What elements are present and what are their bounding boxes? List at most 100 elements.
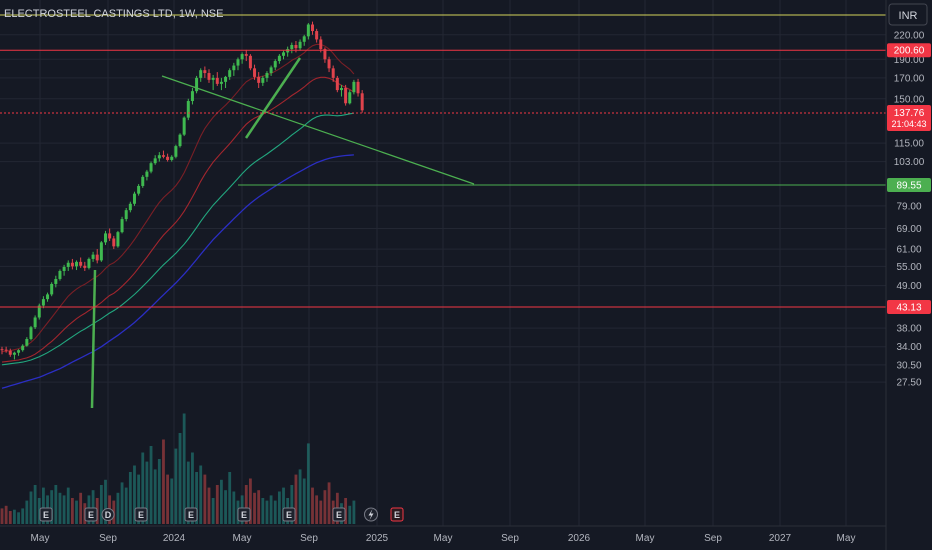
volume-bar	[195, 472, 198, 524]
candle-body	[99, 242, 103, 261]
candle-body	[265, 73, 269, 78]
volume-bar	[182, 413, 186, 524]
candle-body	[29, 327, 33, 340]
trend-line-vertical[interactable]	[90, 269, 97, 409]
candle-body	[145, 171, 149, 177]
candle-body	[33, 317, 37, 328]
volume-bar	[145, 461, 149, 524]
volume-bar	[166, 474, 169, 524]
candle-body	[248, 55, 252, 69]
volume-bar	[257, 490, 261, 524]
earnings-marker[interactable]	[390, 507, 404, 522]
volume-bar	[141, 452, 145, 524]
earnings-marker[interactable]	[332, 507, 346, 522]
volume-bar	[128, 472, 132, 524]
volume-bar	[54, 485, 58, 524]
candle-body	[124, 210, 128, 220]
time-tick-label: 2026	[568, 533, 591, 544]
time-tick-label: Sep	[501, 533, 519, 544]
price-tick-label: 55.00	[896, 262, 921, 273]
earnings-marker[interactable]	[84, 507, 98, 522]
volume-bar	[191, 452, 194, 524]
volume-bar	[203, 474, 207, 524]
currency-button[interactable]	[888, 3, 928, 26]
earnings-marker[interactable]	[134, 507, 148, 522]
volume-bar	[261, 498, 265, 524]
candle-body	[108, 233, 112, 239]
volume-bar	[116, 492, 120, 524]
candle-body	[66, 262, 70, 267]
candle-body	[186, 101, 190, 118]
price-tick-label: 69.00	[896, 224, 921, 235]
candle-body	[141, 176, 145, 186]
volume-bar	[265, 500, 269, 524]
candle-body	[170, 156, 174, 160]
candle-body	[331, 68, 335, 78]
earnings-marker[interactable]	[237, 507, 251, 522]
volume-bar	[207, 487, 211, 524]
earnings-marker-label: E	[336, 510, 342, 520]
candle-body	[360, 93, 364, 111]
earnings-marker[interactable]	[184, 507, 198, 522]
candle-body	[58, 270, 62, 279]
trend-line-rally[interactable]	[244, 57, 302, 139]
price-tick-label: 190.00	[894, 55, 925, 66]
price-tick-label: 115.00	[894, 139, 924, 150]
earnings-marker-label: E	[286, 510, 292, 520]
price-tick-label: 38.00	[896, 324, 921, 335]
earnings-marker-label: E	[241, 510, 247, 520]
candle-body	[182, 117, 186, 135]
candle-body	[228, 70, 232, 77]
candle-body	[54, 278, 58, 284]
candle-body	[104, 233, 107, 243]
candle-body	[257, 76, 261, 83]
volume-bar	[178, 433, 182, 524]
horizontal-levels[interactable]	[0, 14, 886, 308]
volume-bar	[215, 485, 219, 524]
earnings-marker-label: E	[43, 510, 49, 520]
candle-body	[83, 265, 87, 268]
volume-bar	[174, 448, 178, 524]
volume-bar	[50, 490, 54, 524]
candle-body	[244, 54, 248, 56]
price-tick-label: 150.00	[894, 94, 925, 105]
candle-body	[273, 61, 277, 68]
candle-body	[112, 238, 116, 247]
candle-body	[161, 155, 165, 157]
candle-body	[277, 55, 281, 62]
candle-body	[327, 59, 331, 69]
earnings-marker-label: E	[88, 510, 94, 520]
trend-line-descending[interactable]	[161, 75, 475, 185]
price-axis[interactable]	[886, 0, 932, 550]
ma-line-fast	[1, 43, 355, 353]
volume-bar	[344, 498, 348, 524]
price-tick-label: 170.00	[894, 73, 925, 84]
time-tick-label: 2025	[366, 533, 389, 544]
candle-body	[286, 49, 290, 53]
volume-bar	[70, 498, 74, 524]
volume-bar	[42, 487, 45, 524]
candle-body	[282, 52, 286, 56]
event-markers[interactable]: E E E E E E E ED	[39, 507, 404, 522]
candle-body	[240, 54, 244, 60]
volume-bar	[311, 487, 314, 524]
ma-line-mid	[1, 76, 355, 363]
bar-countdown-label: 21:04:43	[891, 119, 926, 129]
price-tick-label: 30.50	[896, 360, 921, 371]
candle-body	[157, 155, 161, 159]
volume-bar	[199, 465, 203, 524]
volume-bar	[0, 508, 4, 524]
dividend-marker[interactable]	[101, 508, 115, 521]
trend-lines[interactable]	[90, 57, 475, 409]
earnings-marker[interactable]	[282, 507, 296, 522]
candle-body	[253, 68, 257, 77]
candle-body	[348, 92, 352, 104]
price-tick-label: 61.00	[896, 245, 921, 256]
volume-bar	[75, 500, 78, 524]
volume-bars	[0, 413, 356, 524]
current-price-label: 137.76	[894, 108, 925, 119]
earnings-marker[interactable]	[39, 507, 53, 522]
volume-bar	[58, 492, 62, 524]
price-axis-ticks: 220.00 190.00 170.00 150.00 115.00 103.00 79.0…	[894, 30, 925, 388]
